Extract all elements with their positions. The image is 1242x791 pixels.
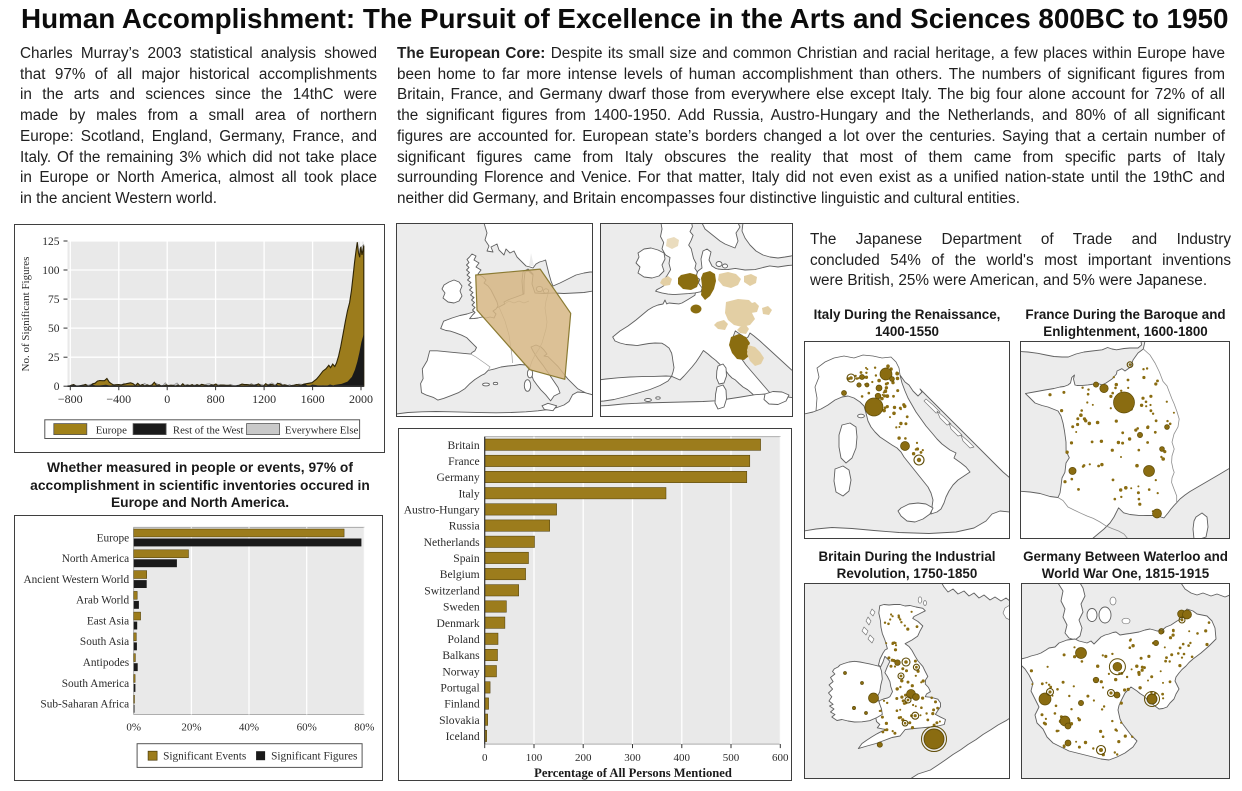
svg-text:Slovakia: Slovakia <box>439 714 480 727</box>
svg-text:Germany: Germany <box>437 471 480 484</box>
svg-text:Switzerland: Switzerland <box>424 584 480 597</box>
svg-text:No. of Significant Figures: No. of Significant Figures <box>20 257 32 372</box>
svg-text:Norway: Norway <box>442 665 480 678</box>
svg-text:0: 0 <box>54 381 60 393</box>
svg-text:Arab World: Arab World <box>76 595 130 607</box>
svg-text:800: 800 <box>207 392 225 406</box>
svg-text:60%: 60% <box>297 721 317 733</box>
svg-text:100: 100 <box>42 265 60 277</box>
svg-text:Balkans: Balkans <box>442 649 480 662</box>
svg-text:South Asia: South Asia <box>80 636 129 648</box>
svg-text:Europe: Europe <box>96 425 127 437</box>
svg-text:Significant Figures: Significant Figures <box>271 751 357 763</box>
svg-text:20%: 20% <box>181 721 201 733</box>
svg-text:Italy: Italy <box>458 487 479 500</box>
svg-text:Sweden: Sweden <box>443 601 480 614</box>
svg-text:South America: South America <box>62 678 129 690</box>
svg-text:0%: 0% <box>126 721 141 733</box>
svg-text:100: 100 <box>526 752 543 764</box>
svg-text:−800: −800 <box>58 392 83 406</box>
svg-text:1200: 1200 <box>252 392 276 406</box>
svg-text:400: 400 <box>674 752 691 764</box>
svg-text:0: 0 <box>482 752 488 764</box>
svg-text:25: 25 <box>48 352 60 364</box>
svg-text:Rest of the West: Rest of the West <box>173 425 244 437</box>
svg-text:North America: North America <box>62 553 129 565</box>
svg-text:Significant Events: Significant Events <box>163 751 246 763</box>
svg-text:300: 300 <box>624 752 641 764</box>
svg-text:East Asia: East Asia <box>87 615 129 627</box>
svg-text:80%: 80% <box>354 721 374 733</box>
svg-text:1600: 1600 <box>301 392 325 406</box>
svg-text:Poland: Poland <box>447 633 479 646</box>
svg-text:Belgium: Belgium <box>440 568 480 581</box>
svg-text:Antipodes: Antipodes <box>83 657 129 669</box>
svg-text:Russia: Russia <box>449 520 480 533</box>
svg-text:Iceland: Iceland <box>446 730 480 743</box>
svg-text:Austro-Hungary: Austro-Hungary <box>404 504 480 517</box>
svg-text:Britain: Britain <box>447 439 479 452</box>
svg-text:Percentage of All Persons Ment: Percentage of All Persons Mentioned <box>534 766 732 780</box>
svg-text:Portugal: Portugal <box>440 682 479 695</box>
svg-text:125: 125 <box>42 236 60 248</box>
svg-text:Finland: Finland <box>444 698 480 711</box>
svg-text:2000: 2000 <box>349 392 373 406</box>
svg-text:−400: −400 <box>106 392 131 406</box>
svg-text:Everywhere Else: Everywhere Else <box>285 425 359 437</box>
svg-text:Denmark: Denmark <box>437 617 480 630</box>
svg-text:75: 75 <box>48 294 60 306</box>
svg-text:0: 0 <box>164 392 170 406</box>
svg-text:600: 600 <box>772 752 789 764</box>
svg-text:500: 500 <box>723 752 740 764</box>
svg-text:Netherlands: Netherlands <box>424 536 481 549</box>
svg-text:50: 50 <box>48 323 60 335</box>
svg-text:Sub-Saharan Africa: Sub-Saharan Africa <box>40 699 129 711</box>
svg-text:40%: 40% <box>239 721 259 733</box>
svg-text:Europe: Europe <box>97 532 130 544</box>
svg-text:France: France <box>448 455 480 468</box>
svg-text:200: 200 <box>575 752 592 764</box>
svg-text:Spain: Spain <box>453 552 480 565</box>
svg-text:Ancient Western World: Ancient Western World <box>24 574 130 586</box>
